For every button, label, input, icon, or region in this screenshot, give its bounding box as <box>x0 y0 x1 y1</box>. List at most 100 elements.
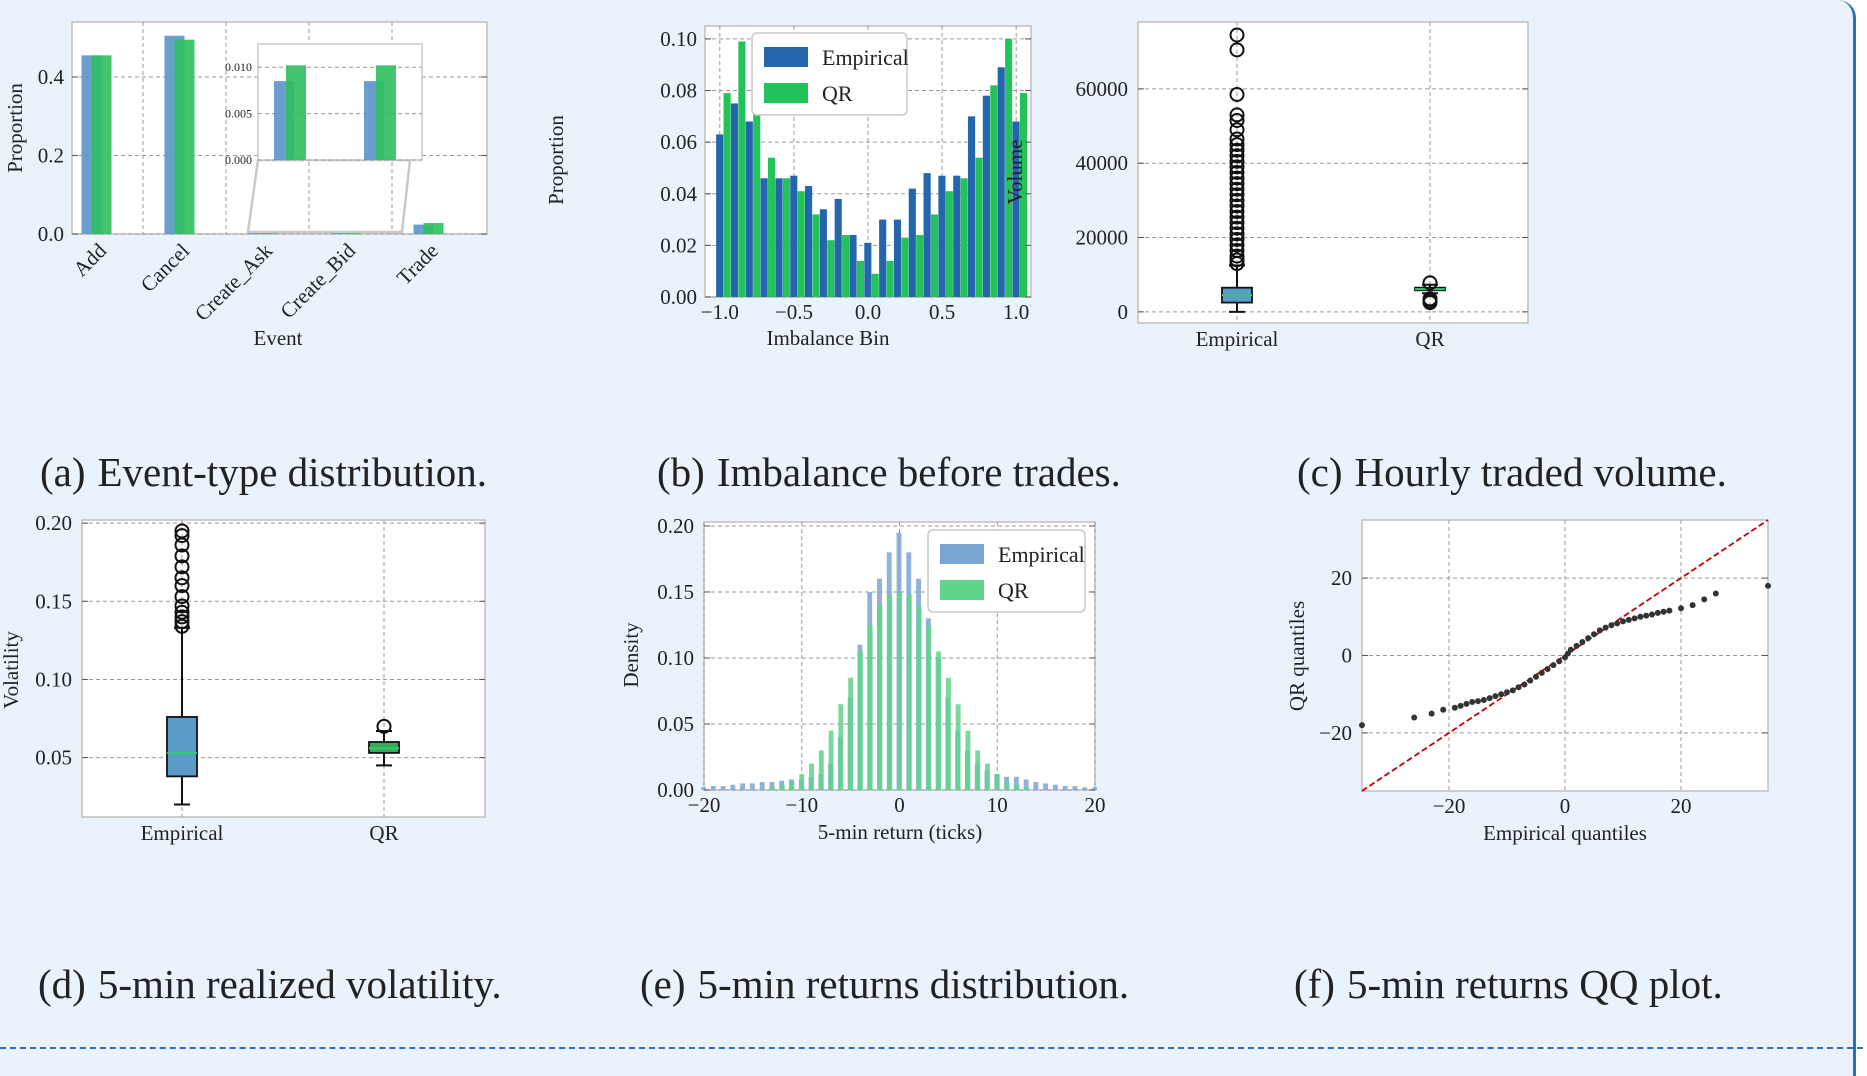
y-tick-label: 0.05 <box>35 746 72 770</box>
legend-e: Empirical QR <box>927 529 1086 613</box>
outlier-point <box>1422 275 1438 291</box>
bar-empirical <box>1052 784 1058 790</box>
bar-qr <box>960 178 968 297</box>
caption-f: (f) 5-min returns QQ plot. <box>1294 960 1723 1008</box>
outlier-point <box>1229 176 1245 192</box>
qq-point <box>1475 698 1481 705</box>
bar-qr <box>945 191 953 297</box>
y-tick-label: 0.04 <box>660 182 697 206</box>
caption-c-letter: (c) <box>1297 449 1343 495</box>
bar-empirical <box>720 786 726 790</box>
bar-empirical <box>1082 787 1088 790</box>
qq-point <box>1509 687 1516 694</box>
outlier-point <box>174 604 190 620</box>
bar-empirical <box>769 782 775 790</box>
x-tick-label: Cancel <box>136 238 194 296</box>
legend-label-qr: QR <box>822 81 853 106</box>
chart-e-returns-distribution: 0.00 0.05 0.10 0.15 0.20 −20 −10 0 10 20 Empirical… <box>619 514 1106 844</box>
outlier-point <box>174 570 190 586</box>
outlier-point <box>1229 204 1245 220</box>
y-axis-label: Proportion <box>3 83 27 173</box>
bar-qr <box>767 157 776 297</box>
bar-empirical <box>982 95 990 297</box>
bar-empirical <box>953 175 961 297</box>
legend-label-empirical: Empirical <box>998 542 1085 567</box>
qq-point <box>1678 605 1684 612</box>
bar-qr <box>1005 38 1013 298</box>
bar-empirical <box>997 67 1005 298</box>
bar-empirical <box>740 783 746 790</box>
bar-qr <box>926 624 932 790</box>
qq-point <box>1689 602 1696 609</box>
bar-empirical <box>749 783 755 790</box>
bar-empirical <box>938 175 946 297</box>
bar-qr <box>838 704 844 790</box>
outlier-point <box>1229 137 1245 153</box>
y-tick-label: 20000 <box>1076 226 1129 250</box>
bar-empirical <box>760 178 768 297</box>
bar-empirical <box>1072 786 1078 790</box>
outlier-point <box>174 523 190 539</box>
panel-divider-dashed <box>0 1047 1863 1049</box>
bar-qr <box>1004 782 1010 790</box>
outlier-point <box>1229 142 1245 158</box>
bar-empirical <box>790 175 798 297</box>
bar-empirical <box>849 235 857 297</box>
caption-f-letter: (f) <box>1294 961 1335 1007</box>
outlier-point <box>1229 181 1245 197</box>
qq-point <box>1649 611 1655 618</box>
bar-empirical <box>864 242 872 297</box>
x-tick-label: −10 <box>785 793 818 817</box>
outlier-point <box>1422 291 1438 307</box>
bar-empirical <box>716 134 724 297</box>
caption-a-text: Event-type distribution. <box>97 449 487 495</box>
bar-qr <box>945 677 951 790</box>
qq-point <box>1480 697 1487 704</box>
legend-b: Empirical QR <box>751 32 909 116</box>
y-tick-label: 0.4 <box>38 65 65 89</box>
y-axis-label: Volume <box>1003 140 1027 205</box>
legend-swatch-qr <box>764 83 808 103</box>
bar-qr <box>828 730 834 790</box>
bar-empirical <box>1033 782 1039 790</box>
bar-empirical <box>879 219 887 297</box>
bar-qr <box>867 624 873 790</box>
qq-point <box>1573 642 1580 649</box>
outlier-point <box>1229 86 1245 102</box>
plot-area <box>82 520 485 817</box>
x-tick-label: Trade <box>392 239 443 290</box>
qq-point <box>1504 689 1510 696</box>
inset-bar-qr-create_ask <box>286 65 306 160</box>
y-tick-label: 0.10 <box>657 646 694 670</box>
y-tick-label: −20 <box>1319 721 1352 745</box>
y-axis-label: Volatility <box>0 631 23 709</box>
caption-b-text: Imbalance before trades. <box>716 449 1121 495</box>
outlier-point <box>1229 187 1245 203</box>
x-tick-label: Create_Bid <box>275 238 360 323</box>
legend-swatch-qr <box>940 580 984 600</box>
bar-qr <box>1024 787 1030 790</box>
bar-empirical <box>775 178 783 297</box>
bar-empirical <box>1043 783 1049 790</box>
outlier-point <box>174 578 190 594</box>
outlier-point <box>1229 112 1245 128</box>
outlier-point <box>174 559 190 575</box>
bar-empirical <box>1092 787 1097 790</box>
x-tick-label: 1.0 <box>1003 300 1029 324</box>
bar-empirical <box>1012 121 1020 297</box>
qq-point <box>1457 702 1464 709</box>
bar-empirical <box>834 198 842 297</box>
y-tick-label: 0.10 <box>35 667 72 691</box>
plot-frame <box>71 21 488 235</box>
outlier-point <box>1229 231 1245 247</box>
y-tick-label: 0.00 <box>657 778 694 802</box>
bar-qr <box>975 157 983 297</box>
bar-empirical <box>710 786 716 790</box>
x-axis-label: Event <box>254 326 303 350</box>
outlier-point <box>1229 192 1245 208</box>
outlier-point <box>174 589 190 605</box>
x-tick-label: 0 <box>894 793 905 817</box>
y-tick-label: 0.00 <box>660 285 697 309</box>
